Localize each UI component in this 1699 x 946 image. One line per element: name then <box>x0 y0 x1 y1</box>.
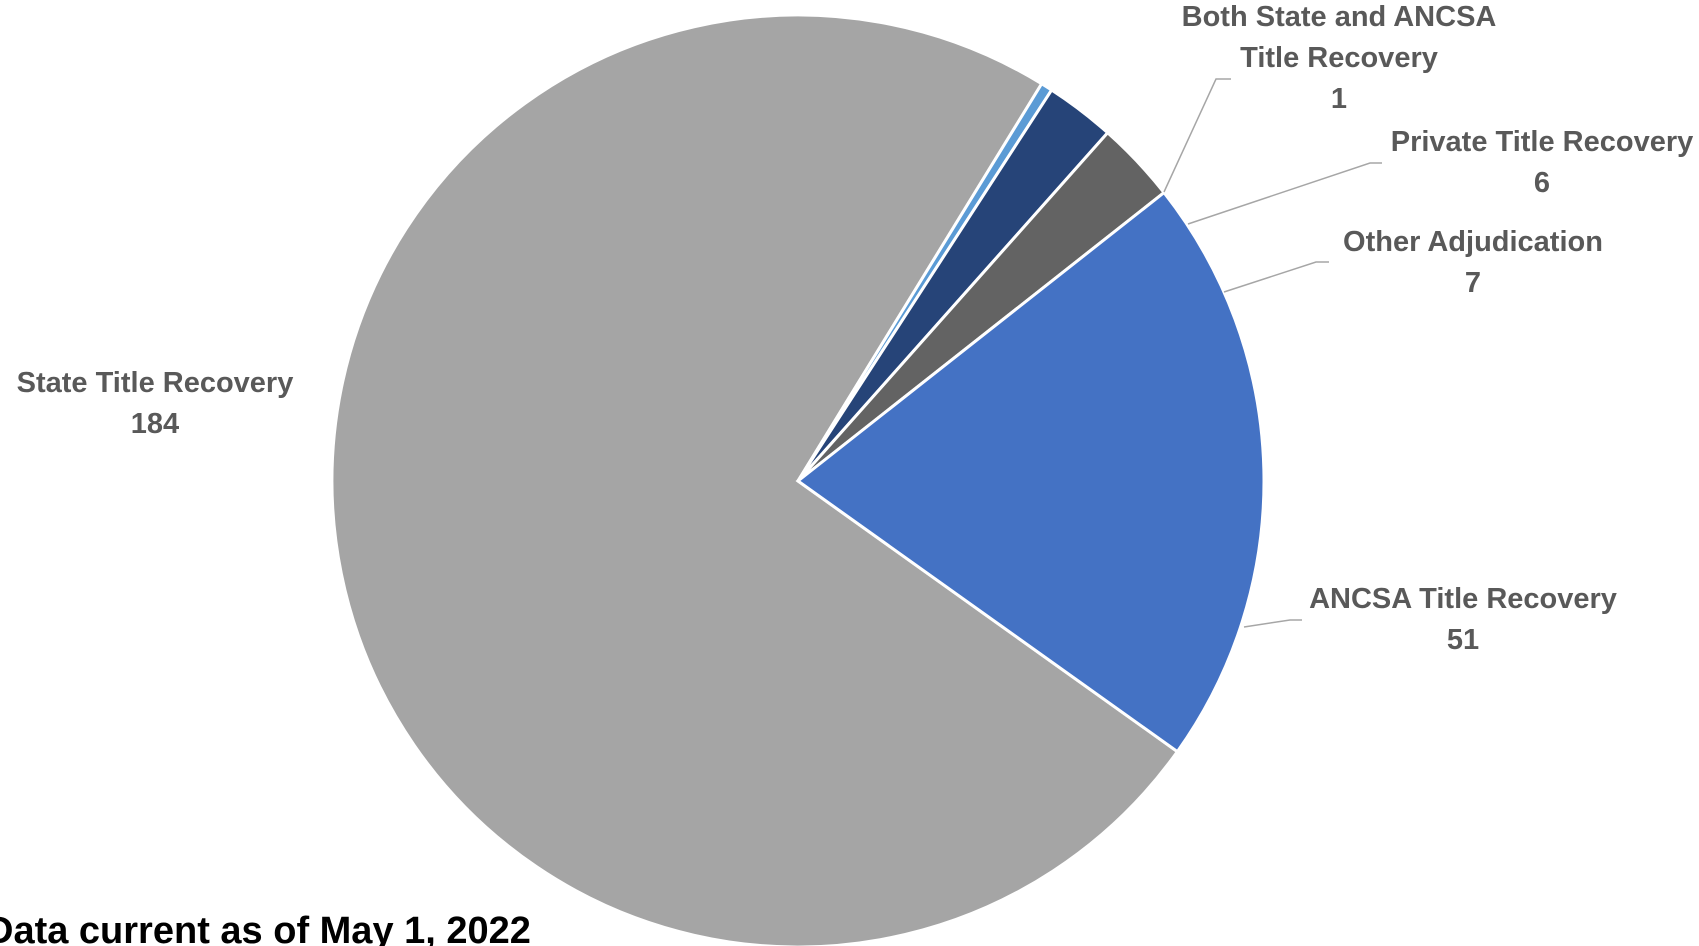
data-label-value: 6 <box>1534 167 1550 199</box>
data-label-value: 7 <box>1465 267 1481 299</box>
data-label-value: 51 <box>1447 624 1479 656</box>
data-label-category: Both State and ANCSA <box>1182 1 1497 33</box>
data-label-category: ANCSA Title Recovery <box>1309 583 1617 615</box>
data-label-category: State Title Recovery <box>17 367 294 399</box>
data-label-private-title-recovery: Private Title Recovery 6 <box>1391 126 1694 199</box>
data-label-value: 184 <box>131 408 179 440</box>
data-label-ancsa-title-recovery: ANCSA Title Recovery 51 <box>1309 583 1617 656</box>
pie-slice-state-title-recovery <box>330 13 1180 946</box>
data-currency-note-text: Data current as of May 1, 2022 <box>0 912 531 946</box>
data-label-value: 1 <box>1331 83 1347 115</box>
data-currency-note: Data current as of May 1, 2022 <box>0 912 700 946</box>
pie-slice-ancsa-title-recovery <box>795 190 1266 754</box>
data-label-category: Other Adjudication <box>1343 226 1603 258</box>
leader-line-private-title-recovery <box>1187 162 1382 225</box>
leader-lines <box>1163 78 1382 628</box>
data-label-state-title-recovery: State Title Recovery 184 <box>17 367 294 440</box>
data-label-category: Title Recovery <box>1240 42 1438 74</box>
data-label-other-adjudication: Other Adjudication 7 <box>1343 226 1603 299</box>
leader-line-ancsa-title-recovery <box>1243 619 1302 628</box>
leader-line-other-adjudication <box>1223 261 1329 293</box>
leader-line-both-state-and-ancsa-title-recovery <box>1163 78 1231 193</box>
data-labels: State Title Recovery 184 Both State and AN… <box>17 1 1694 656</box>
pie-slices <box>330 13 1266 946</box>
data-label-both-state-and-ancsa-title-recovery: Both State and ANCSA Title Recovery 1 <box>1182 1 1497 115</box>
data-label-category: Private Title Recovery <box>1391 126 1694 158</box>
